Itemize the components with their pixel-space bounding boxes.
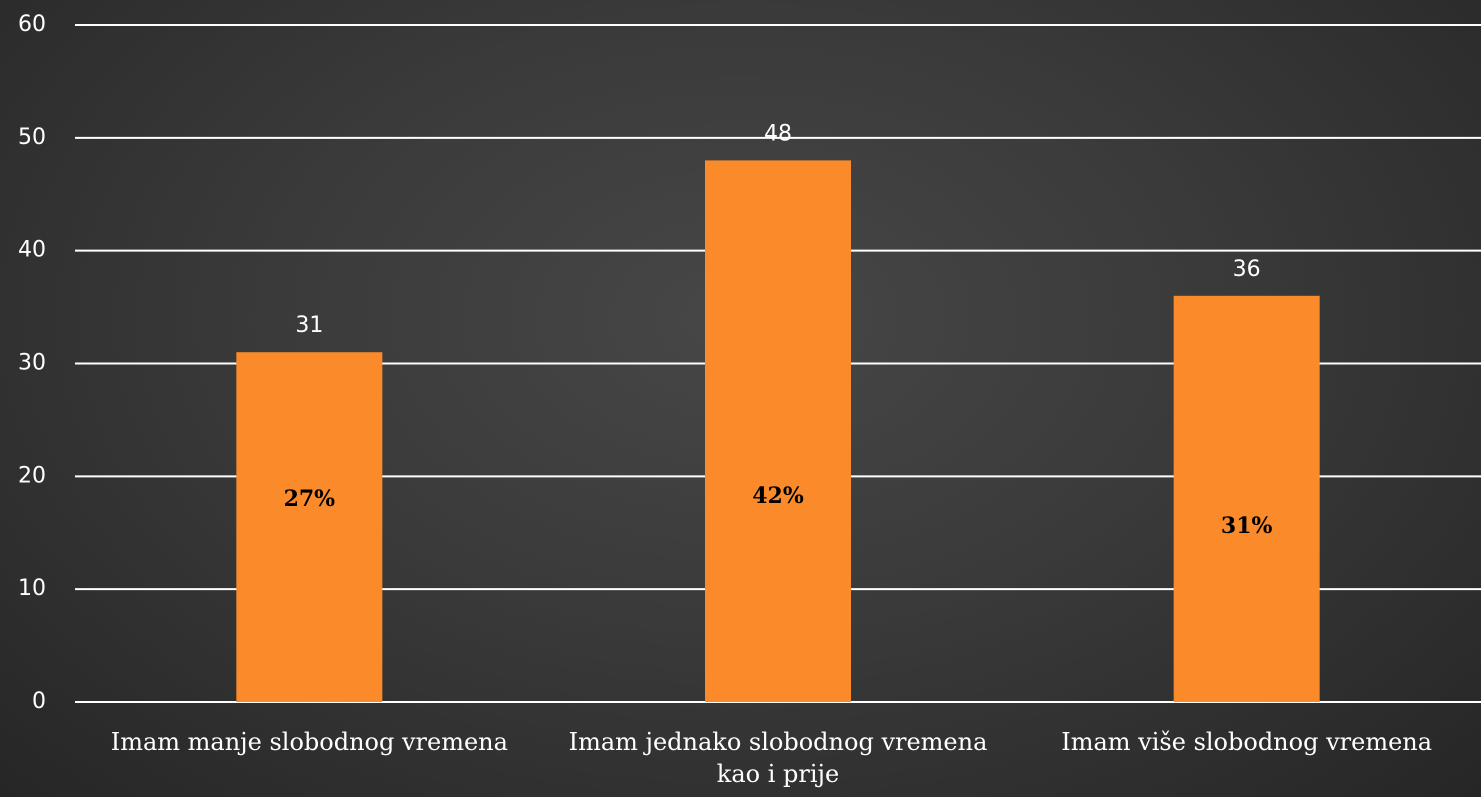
y-tick-label: 50 bbox=[18, 125, 46, 150]
x-tick-label: Imam više slobodnog vremena bbox=[1061, 728, 1433, 756]
y-tick-label: 0 bbox=[32, 689, 46, 714]
bar bbox=[1173, 295, 1320, 702]
x-label-box: Imam jednako slobodnog vremena kao i pri… bbox=[568, 728, 988, 788]
value-label: 48 bbox=[764, 121, 792, 146]
value-label: 36 bbox=[1233, 257, 1261, 282]
share-label: 31% bbox=[1221, 513, 1273, 539]
bar bbox=[705, 160, 851, 702]
x-tick-label: Imam jednako slobodnog vremena kao i pri… bbox=[568, 728, 988, 788]
share-label: 42% bbox=[752, 483, 804, 509]
x-label-box: Imam više slobodnog vremena bbox=[1061, 728, 1433, 756]
x-tick-label: Imam manje slobodnog vremena bbox=[110, 728, 508, 756]
value-label: 31 bbox=[295, 313, 323, 338]
x-label-box: Imam manje slobodnog vremena bbox=[110, 728, 508, 756]
bar bbox=[236, 352, 383, 702]
y-tick-label: 60 bbox=[18, 12, 46, 37]
y-tick-label: 20 bbox=[18, 463, 46, 488]
y-tick-label: 10 bbox=[18, 576, 46, 601]
share-label: 27% bbox=[284, 486, 336, 512]
y-tick-label: 40 bbox=[18, 238, 46, 263]
y-tick-label: 30 bbox=[18, 351, 46, 376]
